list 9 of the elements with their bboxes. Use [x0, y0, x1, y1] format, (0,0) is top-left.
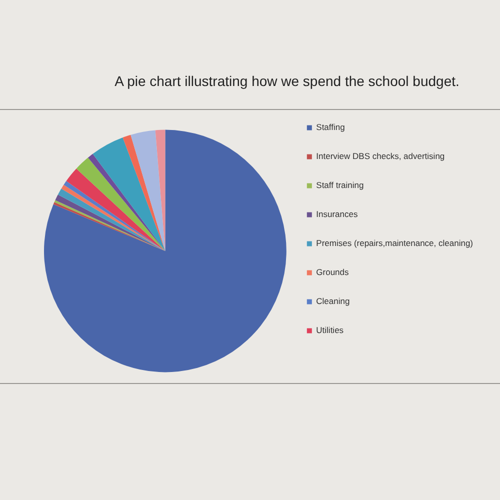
legend-label: Grounds — [316, 267, 349, 278]
legend-label: Utilities — [316, 325, 344, 336]
legend-label: Staffing — [316, 122, 346, 132]
legend-label: Premises (repairs,maintenance, cleaning) — [316, 238, 474, 248]
legend-label: Staff training — [316, 180, 364, 190]
legend-label: Interview DBS checks, advertising — [316, 151, 445, 162]
chart-title: A pie chart illustrating how we spend the school budget. — [114, 72, 460, 89]
legend-label: Cleaning — [316, 296, 350, 306]
legend-label: Insurances — [316, 209, 358, 220]
